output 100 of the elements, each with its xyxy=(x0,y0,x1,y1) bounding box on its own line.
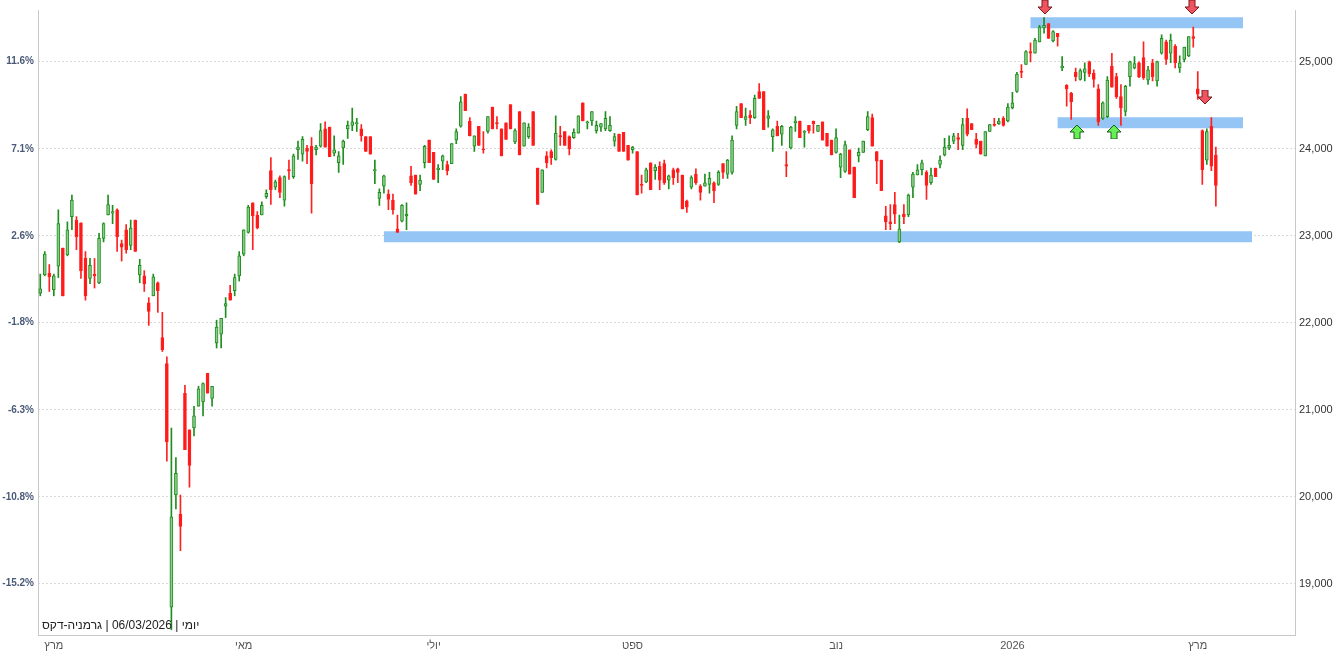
y-tick-label: 23,000 xyxy=(1299,228,1333,241)
y-tick-label: 25,000 xyxy=(1299,54,1333,67)
y2-tick-label: -1.8% xyxy=(7,315,35,327)
candlestick xyxy=(1173,44,1178,69)
candlestick xyxy=(852,166,856,198)
candlestick xyxy=(467,117,472,137)
candlestick xyxy=(70,194,74,231)
candlestick xyxy=(504,122,508,140)
candlestick xyxy=(1214,146,1218,207)
candlestick xyxy=(427,139,431,164)
candlestick xyxy=(201,382,205,417)
candlestick xyxy=(703,173,707,187)
candlestick xyxy=(531,111,535,146)
candlestick xyxy=(644,167,648,184)
candlestick xyxy=(61,247,65,297)
candlestick xyxy=(223,297,228,318)
candlestick xyxy=(1051,30,1055,43)
candlestick xyxy=(314,145,318,156)
candlestick xyxy=(97,232,101,284)
candlestick xyxy=(666,174,671,190)
candlestick xyxy=(540,169,544,193)
y-tick-label: 20,000 xyxy=(1299,489,1333,502)
candlestick xyxy=(883,205,888,231)
candlestick xyxy=(752,94,757,119)
candlestick xyxy=(685,199,689,213)
candlestick xyxy=(680,174,685,210)
candlestick xyxy=(445,160,450,176)
candlestick xyxy=(784,151,789,178)
candlestick xyxy=(861,140,866,153)
y2-tick-label: -6.3% xyxy=(7,403,35,415)
candlestick xyxy=(870,113,875,147)
candlestick xyxy=(124,224,128,254)
candlestick xyxy=(1028,42,1033,63)
candlestick xyxy=(137,258,142,284)
candlestick xyxy=(1205,128,1209,165)
candlestick xyxy=(1082,62,1087,82)
candlestick xyxy=(1096,84,1101,126)
candlestick xyxy=(562,131,567,146)
candlestick xyxy=(165,356,169,462)
candlestick xyxy=(1073,67,1078,82)
candlestick xyxy=(590,111,594,126)
candlestick xyxy=(79,222,83,279)
candlestick xyxy=(47,264,52,292)
candlestick xyxy=(210,385,214,407)
candlestick xyxy=(671,167,676,185)
candlestick xyxy=(1015,72,1019,93)
x-tick-label: יולי xyxy=(426,638,441,651)
candlestick xyxy=(38,273,43,297)
candlestick xyxy=(544,151,549,169)
candlestick xyxy=(1069,92,1074,120)
candlestick xyxy=(662,159,667,185)
candlestick xyxy=(350,107,355,131)
candlestick xyxy=(657,161,662,191)
candlestick xyxy=(477,125,481,146)
candlestick xyxy=(42,251,47,277)
candlestick xyxy=(766,110,771,128)
candlestick xyxy=(106,194,110,216)
candlestick xyxy=(1200,129,1205,185)
candlestick xyxy=(146,297,151,326)
candlestick xyxy=(363,136,368,152)
candlestick xyxy=(183,385,187,451)
candlestick xyxy=(228,285,232,301)
y-tick-label: 21,000 xyxy=(1299,402,1333,415)
candlestick xyxy=(192,405,196,437)
candlestick xyxy=(250,202,255,251)
candlestick xyxy=(1119,84,1123,126)
candlestick xyxy=(576,115,581,134)
candlestick xyxy=(1137,61,1141,78)
x-tick-label: 2026 xyxy=(1000,638,1025,651)
candlestick xyxy=(142,270,147,292)
candlestick xyxy=(296,140,300,160)
candlestick xyxy=(110,205,115,224)
candlestick xyxy=(219,318,223,349)
candlestick xyxy=(1177,55,1182,73)
candlestick xyxy=(911,172,915,198)
candlestick xyxy=(874,151,879,184)
candlestick xyxy=(1191,26,1196,48)
candlestick xyxy=(278,175,282,198)
candlestick xyxy=(965,108,970,137)
candlestick xyxy=(259,201,264,216)
candlestick xyxy=(983,131,988,157)
candlestick xyxy=(770,128,775,152)
x-tick-label: ספט xyxy=(622,638,644,651)
candlestick xyxy=(449,143,454,164)
candlestick xyxy=(1078,68,1083,81)
candlestick xyxy=(865,111,870,131)
candlestick xyxy=(1033,38,1037,54)
candlestick xyxy=(1128,60,1132,87)
candlestick xyxy=(648,162,653,191)
candlestick xyxy=(513,128,517,144)
candlestick xyxy=(947,135,951,151)
candlestick xyxy=(879,159,884,191)
candlestick xyxy=(825,132,829,147)
x-tick-label: נוב xyxy=(829,638,843,651)
candlestick xyxy=(305,145,309,164)
candlestick xyxy=(721,163,725,179)
candlestick xyxy=(1164,39,1168,65)
candlestick xyxy=(549,149,554,165)
candlestick xyxy=(834,128,838,154)
candlestick xyxy=(336,151,341,173)
